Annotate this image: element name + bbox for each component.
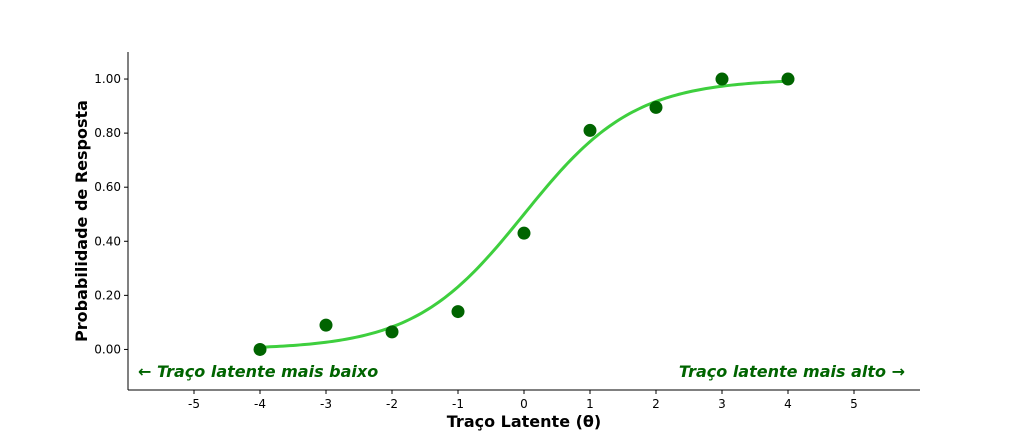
data-point <box>781 72 795 86</box>
data-point <box>649 100 663 114</box>
data-point <box>385 325 399 339</box>
x-tick-label: -4 <box>254 397 266 411</box>
data-point <box>517 226 531 240</box>
annotation-lower-trait: ← Traço latente mais baixo <box>138 362 378 381</box>
x-tick-label: 5 <box>850 397 858 411</box>
points-layer <box>253 72 795 356</box>
x-tick-label: -2 <box>386 397 398 411</box>
x-tick-label: -3 <box>320 397 332 411</box>
x-ticks: -5 -4 -3 -2 -1 0 1 2 3 4 5 <box>188 390 858 411</box>
probability-curve <box>259 79 789 349</box>
data-point <box>715 72 729 86</box>
data-point <box>319 318 333 332</box>
x-tick-label: -5 <box>188 397 200 411</box>
y-tick-label: 0.20 <box>94 288 121 302</box>
x-tick-label: 1 <box>586 397 594 411</box>
x-tick-label: 0 <box>520 397 528 411</box>
curve-layer <box>259 79 789 349</box>
x-axis-title: Traço Latente (θ) <box>447 412 601 431</box>
x-tick-label: 4 <box>784 397 792 411</box>
y-tick-label: 0.00 <box>94 342 121 356</box>
y-tick-label: 0.60 <box>94 180 121 194</box>
y-ticks: 0.00 0.20 0.40 0.60 0.80 1.00 <box>94 72 128 356</box>
x-tick-label: -1 <box>452 397 464 411</box>
x-tick-label: 3 <box>718 397 726 411</box>
data-point <box>451 305 465 319</box>
y-tick-label: 1.00 <box>94 72 121 86</box>
x-tick-label: 2 <box>652 397 660 411</box>
data-point <box>583 123 597 137</box>
y-tick-label: 0.80 <box>94 126 121 140</box>
y-axis-title: Probabilidade de Resposta <box>72 100 91 342</box>
annotation-higher-trait: Traço latente mais alto → <box>679 362 905 381</box>
axes <box>127 52 920 391</box>
y-tick-label: 0.40 <box>94 234 121 248</box>
data-point <box>253 342 267 356</box>
